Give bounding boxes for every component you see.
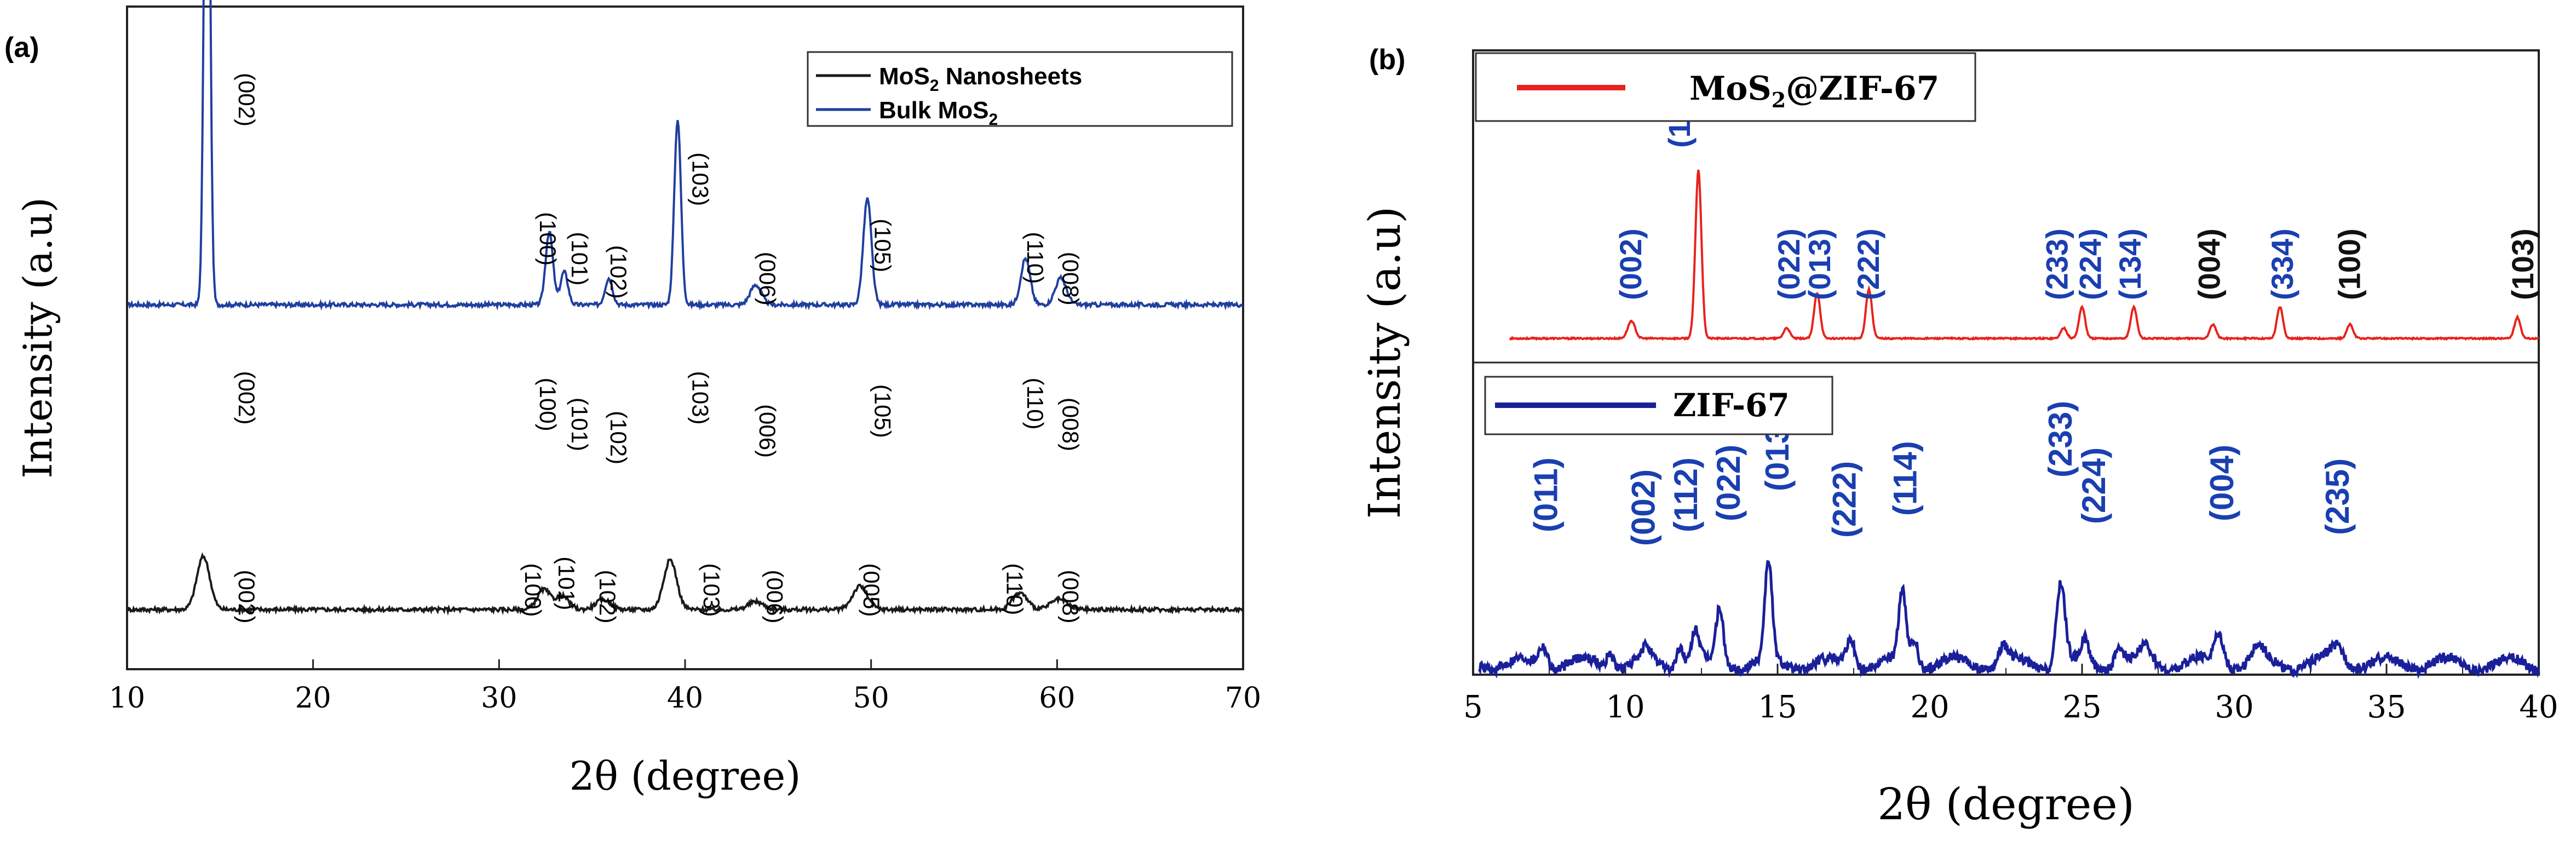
- panel-a-peak-label: (103): [699, 563, 725, 617]
- legend-text-main: MoS: [879, 63, 930, 90]
- panel-a-x-tick-label: 50: [853, 682, 889, 715]
- panel-b-top-peak-label: (100): [2332, 228, 2366, 300]
- panel-a-peak-label: (008): [1058, 398, 1084, 451]
- panel-a-y-axis-label: Intensity (a.u): [15, 197, 61, 479]
- panel-b-top-peak-label: (022): [1772, 228, 1806, 300]
- panel-b-bottom-peak-label: (112): [1668, 457, 1704, 532]
- bulk-mos2-series-line: [128, 0, 1244, 311]
- legend-text-main: MoS: [1689, 70, 1772, 108]
- panel-b-top-peak-label: (002): [1613, 228, 1648, 300]
- panel-b-top-peak-label: (103): [2505, 228, 2540, 300]
- panel-a-peak-label: (105): [870, 219, 896, 272]
- zif67-series-line: [1477, 560, 2540, 679]
- panel-b-bottom-peak-label: (004): [2204, 445, 2240, 521]
- panel-a-peak-label: (102): [595, 570, 620, 624]
- panel-b-x-tick-label: 35: [2367, 689, 2406, 725]
- panel-b-x-tick-label: 20: [1910, 689, 1949, 725]
- panel-a-peak-label: (100): [535, 378, 561, 432]
- panel-b-legend-bottom: ZIF-67: [1484, 376, 1833, 435]
- panel-a-legend-entry: Bulk MoS2: [879, 97, 998, 129]
- panel-a-peak-label: (103): [688, 371, 714, 425]
- panel-b-bottom-peak-label: (011): [1527, 457, 1564, 532]
- panel-b-bottom-peak-label: (224): [2075, 447, 2112, 524]
- legend-text-tail: @ZIF-67: [1786, 70, 1939, 108]
- panel-b-y-axis-label: Intensity (a.u): [1359, 206, 1410, 519]
- panel-a-peak-label: (110): [1022, 378, 1048, 430]
- panel-a-legend-entry: MoS2 Nanosheets: [879, 63, 1082, 95]
- panel-b-top-peak-label: (134): [2113, 228, 2147, 300]
- panel-b-top-peak-label: (222): [1851, 228, 1885, 300]
- panel-b-label: (b): [1369, 44, 1405, 76]
- panel-b-legend-top: MoS2@ZIF-67: [1475, 52, 1976, 122]
- panel-b-x-tick-label: 30: [2215, 689, 2253, 725]
- panel-a-peak-label: (110): [1022, 232, 1048, 284]
- zif67-legend-text: ZIF-67: [1673, 387, 1790, 424]
- panel-a-legend-box: [807, 51, 1233, 127]
- legend-text-main: Bulk MoS: [879, 97, 988, 124]
- mos2-zif67-series-line: [1509, 169, 2539, 342]
- panel-b-top-peak-label: (004): [2192, 228, 2227, 300]
- panel-a-peak-label: (101): [567, 232, 593, 285]
- panel-a-peak-label: (005): [859, 563, 884, 617]
- panel-a-peak-label: (103): [688, 152, 714, 206]
- legend-text-subscript: 2: [930, 77, 939, 95]
- panel-b-x-axis-label: 2θ (degree): [1877, 779, 2135, 830]
- panel-a-x-tick-label: 10: [109, 682, 145, 715]
- panel-b-x-tick-label: 25: [2062, 689, 2101, 725]
- panel-b-top-peak-label: (233): [2040, 228, 2074, 300]
- mos2-zif67-legend-text: MoS2@ZIF-67: [1689, 70, 1939, 112]
- panel-a: (a) 10 20 30 40 50 60 70 (002)(100) (101) (102)(…: [4, 0, 1261, 799]
- panel-a-x-tick-label: 60: [1039, 682, 1075, 715]
- panel-a-peak-label: (101): [567, 398, 593, 451]
- panel-a-peak-label: (110): [1002, 563, 1028, 615]
- panel-b-bottom-peak-label: (114): [1887, 441, 1924, 516]
- mos2-nanosheets-series-line: [127, 552, 1244, 616]
- panel-b-bottom-peak-label: (233): [2042, 401, 2079, 478]
- panel-a-peak-label: (008): [1058, 570, 1084, 624]
- panel-a-peak-label: (002): [234, 73, 260, 127]
- panel-a-peak-label: (102): [606, 245, 631, 299]
- panel-b-bottom-peak-label: (022): [1710, 445, 1747, 521]
- panel-a-peak-label: (002): [234, 371, 260, 425]
- panel-a-x-tick-label: 20: [295, 682, 331, 715]
- panel-a-x-tick-label: 70: [1225, 682, 1261, 715]
- panel-b-top-peak-label: (224): [2073, 228, 2108, 300]
- panel-a-x-tick-label: 30: [481, 682, 517, 715]
- panel-a-peak-label: (105): [870, 384, 896, 438]
- panel-b-x-tick-label: 40: [2519, 689, 2558, 725]
- panel-a-peak-label: (006): [762, 570, 788, 624]
- panel-a-peak-label: (008): [1058, 252, 1084, 306]
- legend-text-subscript: 2: [988, 111, 998, 129]
- panel-a-peak-label: (006): [755, 252, 780, 306]
- panel-a-x-tick-label: 40: [667, 682, 703, 715]
- panel-a-peak-label: (102): [606, 411, 631, 464]
- legend-text-tail: Nanosheets: [939, 63, 1083, 90]
- panel-b-bottom-peak-label: (002): [1625, 469, 1661, 546]
- legend-text-subscript: 2: [1772, 88, 1786, 112]
- panel-b-top-peak-label: (334): [2265, 228, 2299, 300]
- panel-b-x-tick-label: 15: [1758, 689, 1797, 725]
- panel-a-peak-label: (101): [554, 556, 579, 610]
- panel-b-bottom-peak-label: (222): [1826, 461, 1862, 538]
- panel-a-peak-label: (006): [755, 404, 780, 458]
- panel-b-x-tick-label: 10: [1606, 689, 1645, 725]
- panel-b-top-peak-label: (013): [1802, 228, 1837, 300]
- panel-b-x-tick-label: 5: [1463, 689, 1483, 725]
- panel-a-peak-label: (100): [520, 563, 546, 617]
- panel-a-x-axis-label: 2θ (degree): [570, 753, 801, 799]
- panel-a-label: (a): [4, 32, 39, 64]
- panel-b-bottom-peak-label: (235): [2319, 458, 2356, 535]
- panel-a-peak-label: (002): [234, 570, 260, 624]
- panel-a-peak-label: (100): [535, 212, 561, 266]
